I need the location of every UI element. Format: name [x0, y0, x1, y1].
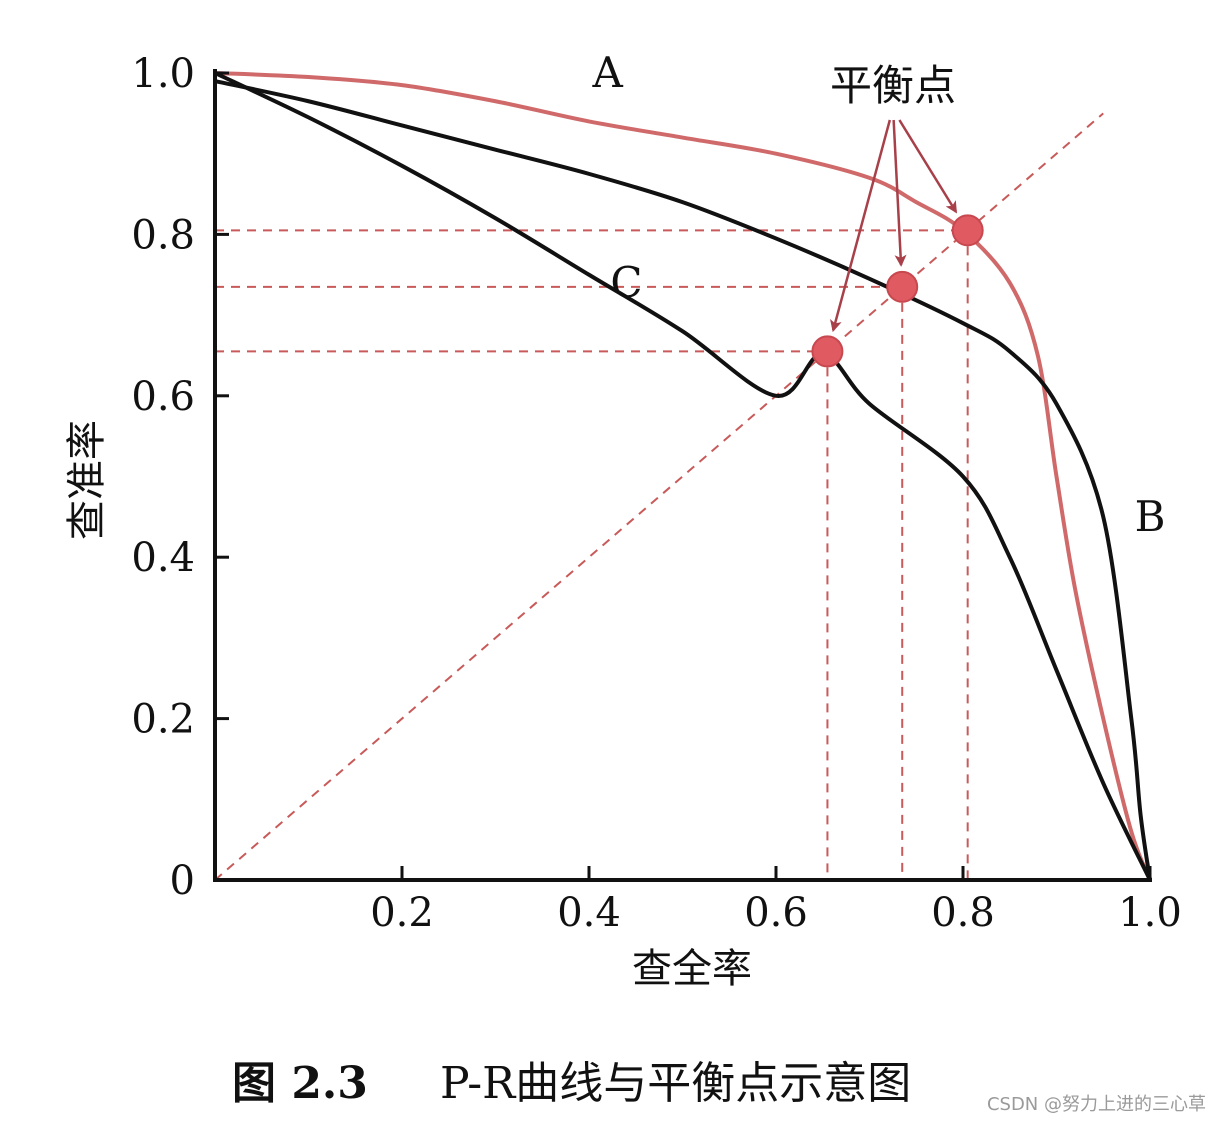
x-tick-label: 0.6: [744, 890, 808, 936]
pr-curves: [214, 71, 1152, 881]
x-tick-label: 0.4: [557, 890, 621, 936]
y-tick-label: 0: [170, 858, 195, 904]
diagonal-reference-line: [214, 112, 1104, 881]
curve-labels: A B C: [592, 48, 1166, 541]
arrow-to-b: [892, 119, 907, 267]
curve-a: [214, 71, 1152, 881]
break-even-annotation: 平衡点: [830, 61, 956, 110]
curve-label-b: B: [1135, 492, 1166, 541]
arrow-to-a: [898, 119, 958, 214]
curve-label-c: C: [610, 258, 642, 307]
annotation-arrows: [830, 119, 958, 333]
y-tick-label: 0.2: [131, 697, 195, 743]
break-even-guides: [215, 229, 969, 880]
tick-labels: 0.2 0.4 0.6 0.8 1.0 0 0.2 0.4 0.6 0.8 1.0: [131, 51, 1181, 936]
x-tick-label: 0.2: [370, 890, 434, 936]
y-tick-label: 1.0: [131, 51, 195, 97]
x-tick-label: 0.8: [931, 890, 995, 936]
break-even-point-a: [951, 214, 984, 247]
curve-label-a: A: [592, 48, 624, 97]
figure-caption: P-R曲线与平衡点示意图: [440, 1058, 911, 1109]
curve-b: [214, 79, 1152, 881]
y-tick-label: 0.4: [131, 535, 195, 581]
break-even-markers: [811, 214, 984, 368]
diagonal-line: [214, 112, 1104, 881]
curve-c: [214, 71, 1152, 881]
y-tick-label: 0.6: [131, 374, 195, 420]
figure-number: 图 2.3: [232, 1058, 368, 1109]
x-tick-label: 1.0: [1118, 890, 1182, 936]
y-tick-label: 0.8: [131, 212, 195, 258]
y-axis-label: 查准率: [64, 420, 110, 540]
arrow-to-c: [830, 119, 892, 333]
watermark: CSDN @努力上进的三心草: [987, 1094, 1206, 1115]
break-even-point-c: [811, 335, 844, 368]
x-axis-label: 查全率: [632, 946, 752, 992]
break-even-point-b: [886, 270, 919, 303]
axes: [213, 69, 1152, 882]
